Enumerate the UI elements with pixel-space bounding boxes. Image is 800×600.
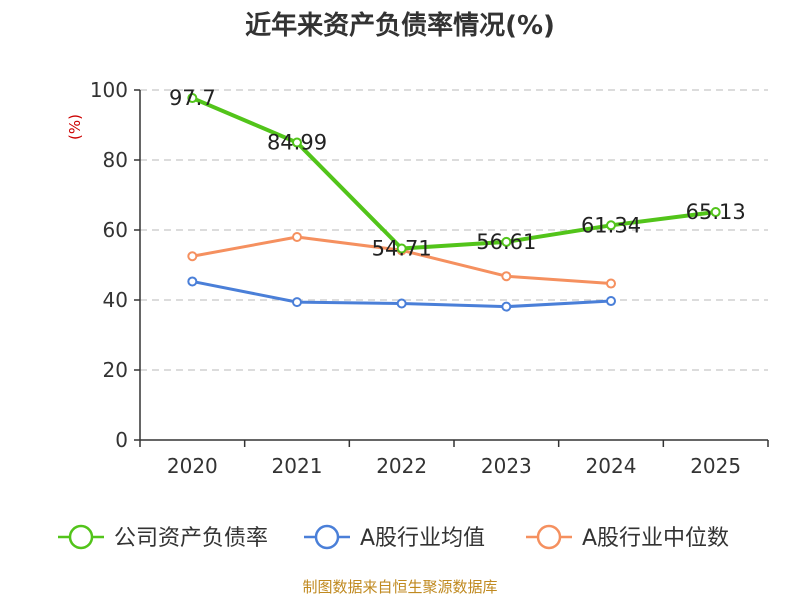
data-label: 56.61 xyxy=(476,230,536,254)
y-tick-label: 100 xyxy=(90,78,128,102)
data-point xyxy=(501,271,512,282)
data-point xyxy=(606,220,616,231)
data-point xyxy=(292,137,302,148)
y-axis-unit: (%) xyxy=(66,114,84,140)
data-point xyxy=(606,296,616,307)
x-tick-label: 2020 xyxy=(167,454,218,478)
y-tick-label: 40 xyxy=(103,288,128,312)
legend-label: A股行业均值 xyxy=(360,526,485,551)
data-label: 54.71 xyxy=(372,237,432,261)
data-label: 61.34 xyxy=(581,213,641,237)
legend-label: A股行业中位数 xyxy=(582,526,729,551)
y-tick-label: 80 xyxy=(103,148,128,172)
data-point xyxy=(292,232,302,242)
legend-marker xyxy=(314,524,340,550)
data-point xyxy=(292,297,302,308)
legend-label: 公司资产负债率 xyxy=(114,526,268,551)
data-source-note: 制图数据来自恒生聚源数据库 xyxy=(302,578,497,596)
x-tick-label: 2025 xyxy=(690,454,741,478)
data-label: 97.7 xyxy=(169,86,216,110)
data-label: 84.99 xyxy=(267,131,327,155)
data-point xyxy=(606,278,616,289)
legend: 公司资产负债率 A股行业均值 A股行业中位数 xyxy=(58,524,729,551)
grid-lines xyxy=(140,89,768,371)
x-tick-label: 2024 xyxy=(586,454,637,478)
legend-marker xyxy=(68,524,94,550)
data-point xyxy=(187,276,198,287)
x-tick-label: 2022 xyxy=(376,454,427,478)
y-tick-label: 20 xyxy=(103,358,128,382)
data-point xyxy=(396,243,407,254)
data-point xyxy=(501,236,512,247)
chart-title: 近年来资产负债率情况(%) xyxy=(245,10,555,41)
data-point xyxy=(396,298,407,309)
data-point xyxy=(187,251,198,262)
axes: 0 20 40 60 80 100 2020 2021 2022 2023 2024 2025 xyxy=(90,78,769,478)
data-label: 65.13 xyxy=(686,200,746,224)
data-point xyxy=(710,207,721,218)
data-point xyxy=(187,93,198,104)
legend-marker xyxy=(536,524,562,550)
data-point xyxy=(501,301,512,312)
data-labels: 97.7 84.99 54.71 56.61 61.34 65.13 xyxy=(169,86,746,260)
y-tick-label: 0 xyxy=(115,428,128,452)
x-tick-label: 2021 xyxy=(272,454,323,478)
series-lines xyxy=(187,93,721,312)
y-tick-label: 60 xyxy=(103,218,128,242)
series-line-0 xyxy=(191,96,716,251)
x-tick-label: 2023 xyxy=(481,454,532,478)
